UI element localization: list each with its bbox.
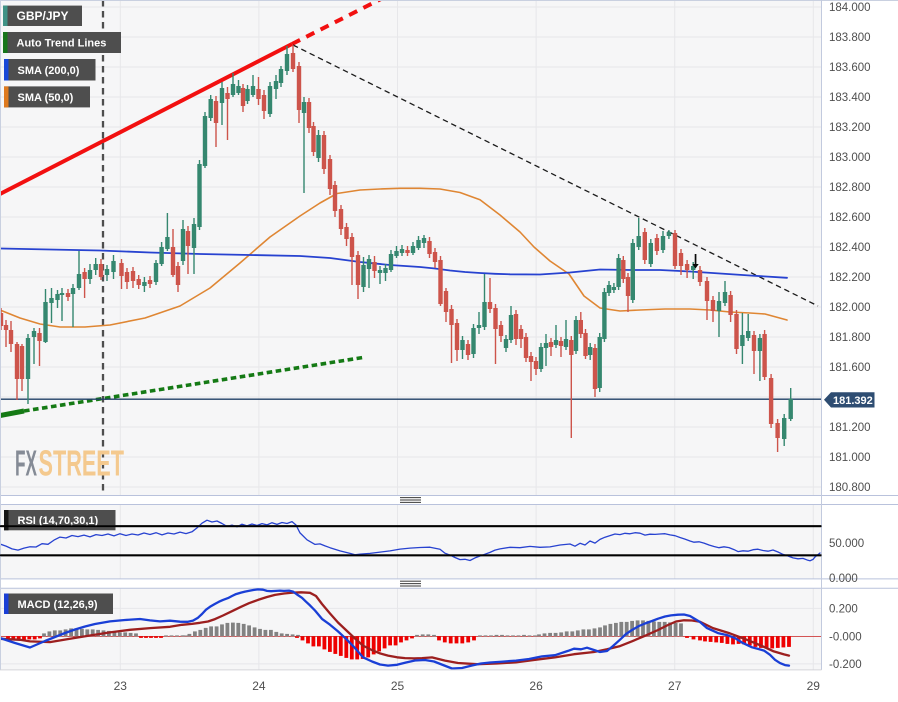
svg-text:182.200: 182.200 <box>829 272 871 284</box>
svg-text:27: 27 <box>668 679 682 693</box>
svg-text:GBP/JPY: GBP/JPY <box>17 9 69 23</box>
svg-text:0.000: 0.000 <box>829 573 858 585</box>
svg-text:24: 24 <box>252 679 266 693</box>
svg-text:182.000: 182.000 <box>829 302 871 314</box>
svg-text:181.600: 181.600 <box>829 362 871 374</box>
svg-text:26: 26 <box>529 679 543 693</box>
svg-text:184.000: 184.000 <box>829 2 871 14</box>
svg-text:0.200: 0.200 <box>829 603 858 615</box>
svg-text:FX: FX <box>15 443 37 484</box>
svg-text:183.400: 183.400 <box>829 92 871 104</box>
svg-text:29: 29 <box>807 679 821 693</box>
svg-text:182.400: 182.400 <box>829 242 871 254</box>
svg-text:181.200: 181.200 <box>829 422 871 434</box>
svg-text:183.200: 183.200 <box>829 122 871 134</box>
svg-text:180.800: 180.800 <box>829 482 871 494</box>
svg-text:-0.200: -0.200 <box>829 659 862 671</box>
svg-text:182.600: 182.600 <box>829 212 871 224</box>
svg-text:183.000: 183.000 <box>829 152 871 164</box>
svg-text:STREET: STREET <box>39 443 125 484</box>
svg-text:RSI (14,70,30,1): RSI (14,70,30,1) <box>18 515 99 527</box>
svg-text:25: 25 <box>391 679 405 693</box>
svg-text:23: 23 <box>114 679 128 693</box>
svg-text:SMA (50,0): SMA (50,0) <box>18 92 74 104</box>
svg-text:181.392: 181.392 <box>833 395 873 407</box>
svg-text:183.800: 183.800 <box>829 32 871 44</box>
svg-text:182.800: 182.800 <box>829 182 871 194</box>
svg-text:50.000: 50.000 <box>829 538 864 550</box>
svg-text:181.800: 181.800 <box>829 332 871 344</box>
svg-text:-0.000: -0.000 <box>829 631 862 643</box>
svg-text:181.000: 181.000 <box>829 452 871 464</box>
svg-text:Auto Trend Lines: Auto Trend Lines <box>17 38 107 50</box>
svg-text:183.600: 183.600 <box>829 62 871 74</box>
svg-text:SMA (200,0): SMA (200,0) <box>18 65 80 77</box>
svg-text:MACD (12,26,9): MACD (12,26,9) <box>18 599 98 611</box>
